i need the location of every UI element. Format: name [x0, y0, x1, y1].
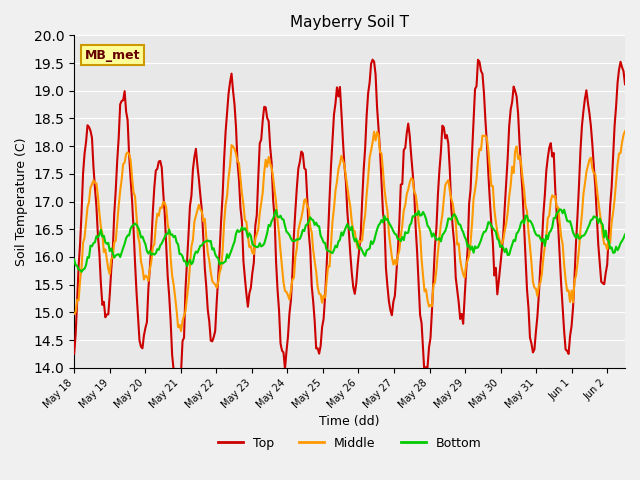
Top: [612, 104, 620, 109]
Line: Middle: Middle: [74, 131, 625, 331]
Top: [353, 280, 360, 286]
Bottom: [163, 231, 170, 237]
Top: [369, 57, 376, 62]
Line: Bottom: Bottom: [74, 209, 625, 272]
Title: Mayberry Soil T: Mayberry Soil T: [290, 15, 409, 30]
Top: [161, 211, 168, 217]
Bottom: [556, 206, 563, 212]
Top: [477, 68, 485, 74]
Middle: [621, 128, 629, 134]
Middle: [611, 196, 618, 202]
Line: Top: Top: [74, 60, 625, 400]
Top: [621, 81, 629, 87]
Bottom: [612, 244, 620, 250]
Top: [257, 137, 265, 143]
Bottom: [621, 232, 629, 238]
Middle: [70, 311, 78, 317]
Bottom: [353, 236, 360, 242]
Middle: [353, 239, 360, 244]
Middle: [476, 146, 483, 152]
Top: [140, 333, 148, 338]
Middle: [257, 200, 265, 206]
Middle: [177, 328, 185, 334]
Bottom: [257, 244, 265, 250]
Bottom: [77, 269, 85, 275]
Middle: [140, 276, 148, 282]
Legend: Top, Middle, Bottom: Top, Middle, Bottom: [213, 432, 486, 455]
Bottom: [70, 256, 78, 262]
X-axis label: Time (dd): Time (dd): [319, 416, 380, 429]
Bottom: [476, 241, 483, 247]
Y-axis label: Soil Temperature (C): Soil Temperature (C): [15, 137, 28, 266]
Text: MB_met: MB_met: [85, 48, 141, 61]
Middle: [161, 200, 168, 205]
Top: [70, 351, 78, 357]
Top: [173, 397, 180, 403]
Bottom: [141, 241, 149, 247]
